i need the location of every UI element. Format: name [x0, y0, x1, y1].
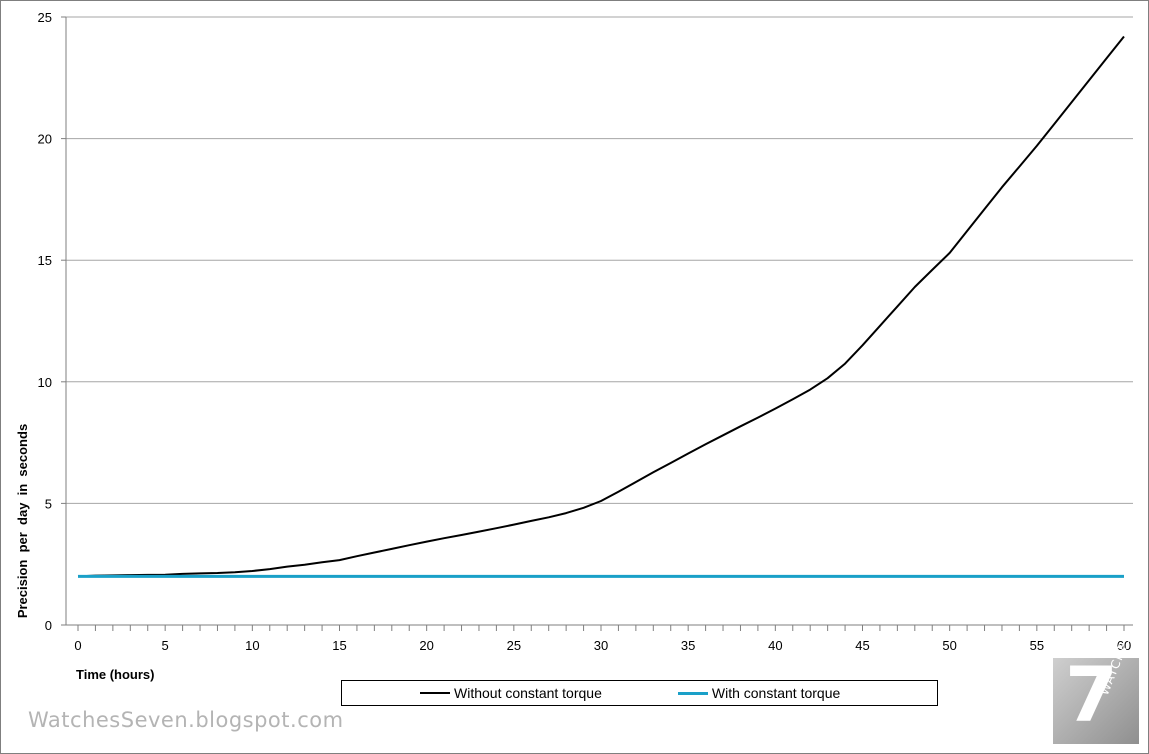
y-tick-label: 15 [38, 253, 52, 268]
x-tick-label: 45 [855, 638, 869, 653]
tick-labels: 0 5 10 15 20 25 0 5 10 15 20 25 30 35 40 45 50 55 60 [38, 10, 1132, 653]
x-tick-label: 10 [245, 638, 259, 653]
legend-swatch-black [420, 692, 450, 694]
watermark-text: WatchesSeven.blogspot.com [28, 708, 344, 732]
x-tick-label: 5 [162, 638, 169, 653]
y-tick-label: 0 [45, 618, 52, 633]
gridlines [66, 16, 1133, 504]
x-tick-label: 30 [594, 638, 608, 653]
y-tick-label: 25 [38, 10, 52, 25]
legend-label-without: Without constant torque [454, 685, 602, 701]
x-tick-label: 25 [507, 638, 521, 653]
x-tick-label: 40 [768, 638, 782, 653]
x-axis-title: Time (hours) [76, 667, 155, 682]
y-tick-label: 10 [38, 375, 52, 390]
x-tick-label: 55 [1030, 638, 1044, 653]
x-tick-label: 50 [942, 638, 956, 653]
logo-number: 7 [1065, 650, 1118, 739]
x-tick-label: 35 [681, 638, 695, 653]
series-lines [77, 35, 1125, 578]
y-tick-label: 5 [45, 496, 52, 511]
x-tick-label: 60 [1117, 638, 1131, 653]
y-tick-label: 20 [38, 132, 52, 147]
watches-seven-logo: 7 WATCHES [1053, 632, 1139, 744]
x-tick-label: 15 [332, 638, 346, 653]
x-tick-label: 0 [74, 638, 81, 653]
series-line-without-constant-torque [77, 35, 1125, 578]
legend-swatch-blue [677, 691, 708, 695]
legend-label-with: With constant torque [711, 685, 841, 701]
axes [61, 16, 1133, 631]
x-tick-label: 20 [419, 638, 433, 653]
y-axis-title: Precision per day in seconds [15, 424, 30, 618]
legend: Without constant torque With constant to… [341, 680, 938, 706]
legend-item-with-constant-torque: With constant torque [677, 685, 841, 701]
legend-item-without-constant-torque: Without constant torque [420, 685, 602, 701]
